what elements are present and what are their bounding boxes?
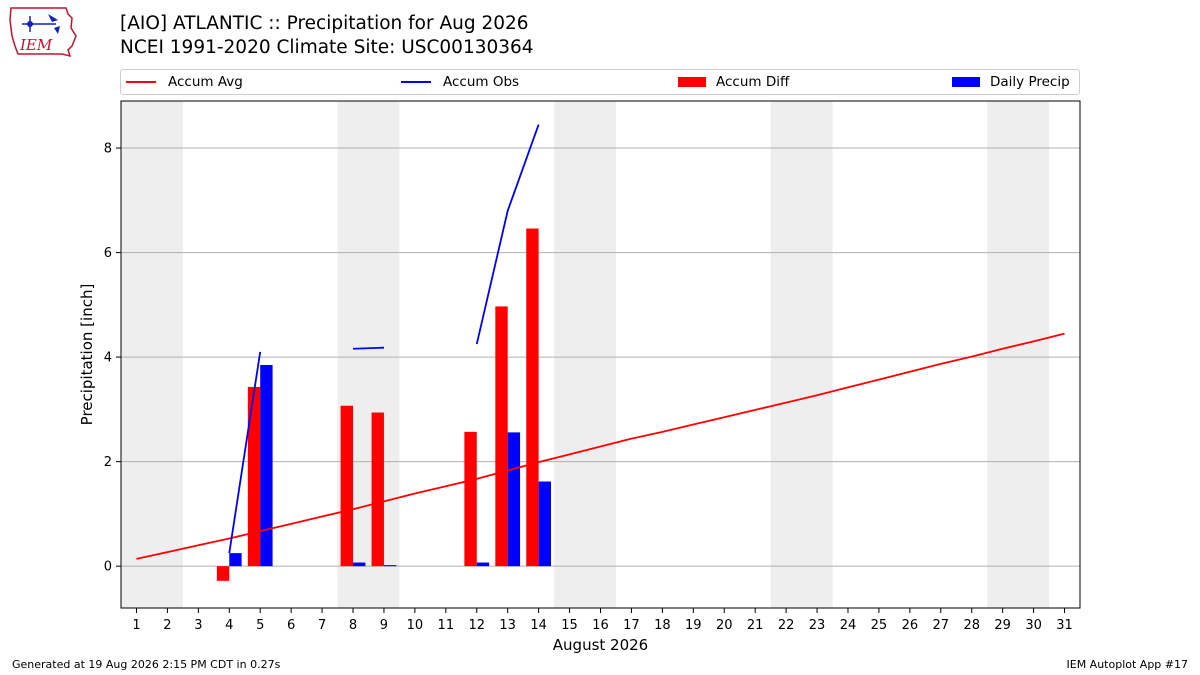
x-tick-label: 14 bbox=[530, 618, 547, 633]
accum-diff-bar bbox=[340, 405, 354, 567]
x-tick-label: 11 bbox=[438, 618, 455, 633]
legend-line-swatch bbox=[126, 81, 156, 83]
x-tick-label: 21 bbox=[747, 618, 764, 633]
x-tick-label: 20 bbox=[716, 618, 733, 633]
y-tick-label: 0 bbox=[104, 560, 112, 575]
x-tick-label: 28 bbox=[963, 618, 980, 633]
legend-patch-swatch bbox=[678, 77, 706, 87]
accum-diff-bar bbox=[495, 306, 508, 567]
y-tick-label: 6 bbox=[104, 246, 112, 261]
weekend-band bbox=[770, 101, 833, 608]
accum-diff-bar bbox=[247, 386, 261, 567]
x-tick-label: 23 bbox=[809, 618, 826, 633]
legend: Accum Avg Accum Obs Accum Diff Daily Pre… bbox=[120, 69, 1080, 95]
x-tick-label: 13 bbox=[499, 618, 516, 633]
legend-item-accum-diff: Accum Diff bbox=[678, 70, 789, 94]
weekend-band bbox=[121, 101, 183, 608]
accum-obs-line bbox=[475, 124, 540, 345]
weekend-shading bbox=[121, 101, 1050, 608]
accum-diff-bar bbox=[526, 228, 539, 567]
y-tick-label: 8 bbox=[104, 142, 112, 157]
x-tick-label: 5 bbox=[256, 618, 264, 633]
legend-label: Daily Precip bbox=[990, 74, 1070, 90]
x-tick-label: 1 bbox=[132, 618, 140, 633]
x-tick-label: 25 bbox=[871, 618, 888, 633]
x-tick-label: 15 bbox=[561, 618, 578, 633]
chart-title: [AIO] ATLANTIC :: Precipitation for Aug … bbox=[120, 13, 529, 34]
daily-precip-bar bbox=[538, 481, 552, 567]
weekend-band bbox=[554, 101, 616, 608]
legend-patch-swatch bbox=[952, 77, 980, 87]
legend-label: Accum Avg bbox=[168, 74, 243, 90]
y-tick-label: 4 bbox=[104, 351, 112, 366]
x-tick-label: 4 bbox=[225, 618, 233, 633]
accum-avg-line bbox=[136, 332, 1065, 560]
legend-item-accum-avg: Accum Avg bbox=[126, 70, 243, 94]
daily-precip-bar bbox=[260, 364, 273, 567]
accum-obs-line bbox=[228, 351, 262, 554]
y-gridlines bbox=[121, 147, 1080, 567]
accum-diff-bar bbox=[216, 566, 230, 581]
legend-item-accum-obs: Accum Obs bbox=[401, 70, 519, 94]
weekend-band bbox=[987, 101, 1050, 608]
daily-precip-bar bbox=[476, 562, 490, 567]
x-axis-label: August 2026 bbox=[553, 636, 648, 654]
chart-subtitle: NCEI 1991-2020 Climate Site: USC00130364 bbox=[120, 37, 534, 58]
x-tick-label: 19 bbox=[685, 618, 702, 633]
x-tick-label: 27 bbox=[933, 618, 950, 633]
legend-item-daily-precip: Daily Precip bbox=[952, 70, 1070, 94]
y-axis-label: Precipitation [inch] bbox=[78, 284, 96, 426]
legend-label: Accum Diff bbox=[716, 74, 790, 90]
x-tick-label: 3 bbox=[194, 618, 202, 633]
x-tick-label: 22 bbox=[778, 618, 795, 633]
x-tick-label: 7 bbox=[318, 618, 326, 633]
daily-precip-bar bbox=[383, 565, 397, 567]
x-tick-label: 9 bbox=[380, 618, 388, 633]
x-tick-label: 29 bbox=[994, 618, 1011, 633]
x-tick-label: 30 bbox=[1025, 618, 1042, 633]
legend-line-swatch bbox=[401, 81, 431, 83]
x-tick-label: 24 bbox=[840, 618, 857, 633]
daily-precip-bar bbox=[353, 562, 366, 567]
app-credit: IEM Autoplot App #17 bbox=[1066, 658, 1189, 671]
x-tick-label: 16 bbox=[592, 618, 609, 633]
lines bbox=[136, 124, 1065, 560]
daily-precip-bar bbox=[507, 432, 521, 567]
accum-diff-bar bbox=[371, 412, 384, 567]
x-tick-label: 2 bbox=[163, 618, 171, 633]
daily-precip-bar bbox=[229, 553, 242, 567]
x-tick-label: 17 bbox=[623, 618, 640, 633]
generated-timestamp: Generated at 19 Aug 2026 2:15 PM CDT in … bbox=[12, 658, 281, 671]
x-tick-label: 31 bbox=[1056, 618, 1073, 633]
logo-text: IEM bbox=[19, 36, 53, 54]
y-tick-label: 2 bbox=[104, 455, 112, 470]
accum-obs-line bbox=[352, 346, 384, 350]
x-tick-label: 18 bbox=[654, 618, 671, 633]
x-tick-label: 8 bbox=[349, 618, 357, 633]
legend-label: Accum Obs bbox=[443, 74, 520, 90]
x-tick-label: 12 bbox=[468, 618, 485, 633]
accum-diff-bar bbox=[464, 431, 477, 567]
x-tick-label: 6 bbox=[287, 618, 295, 633]
bars bbox=[216, 228, 552, 581]
x-tick-label: 26 bbox=[902, 618, 919, 633]
x-tick-label: 10 bbox=[407, 618, 424, 633]
iem-logo: IEM bbox=[9, 7, 77, 58]
